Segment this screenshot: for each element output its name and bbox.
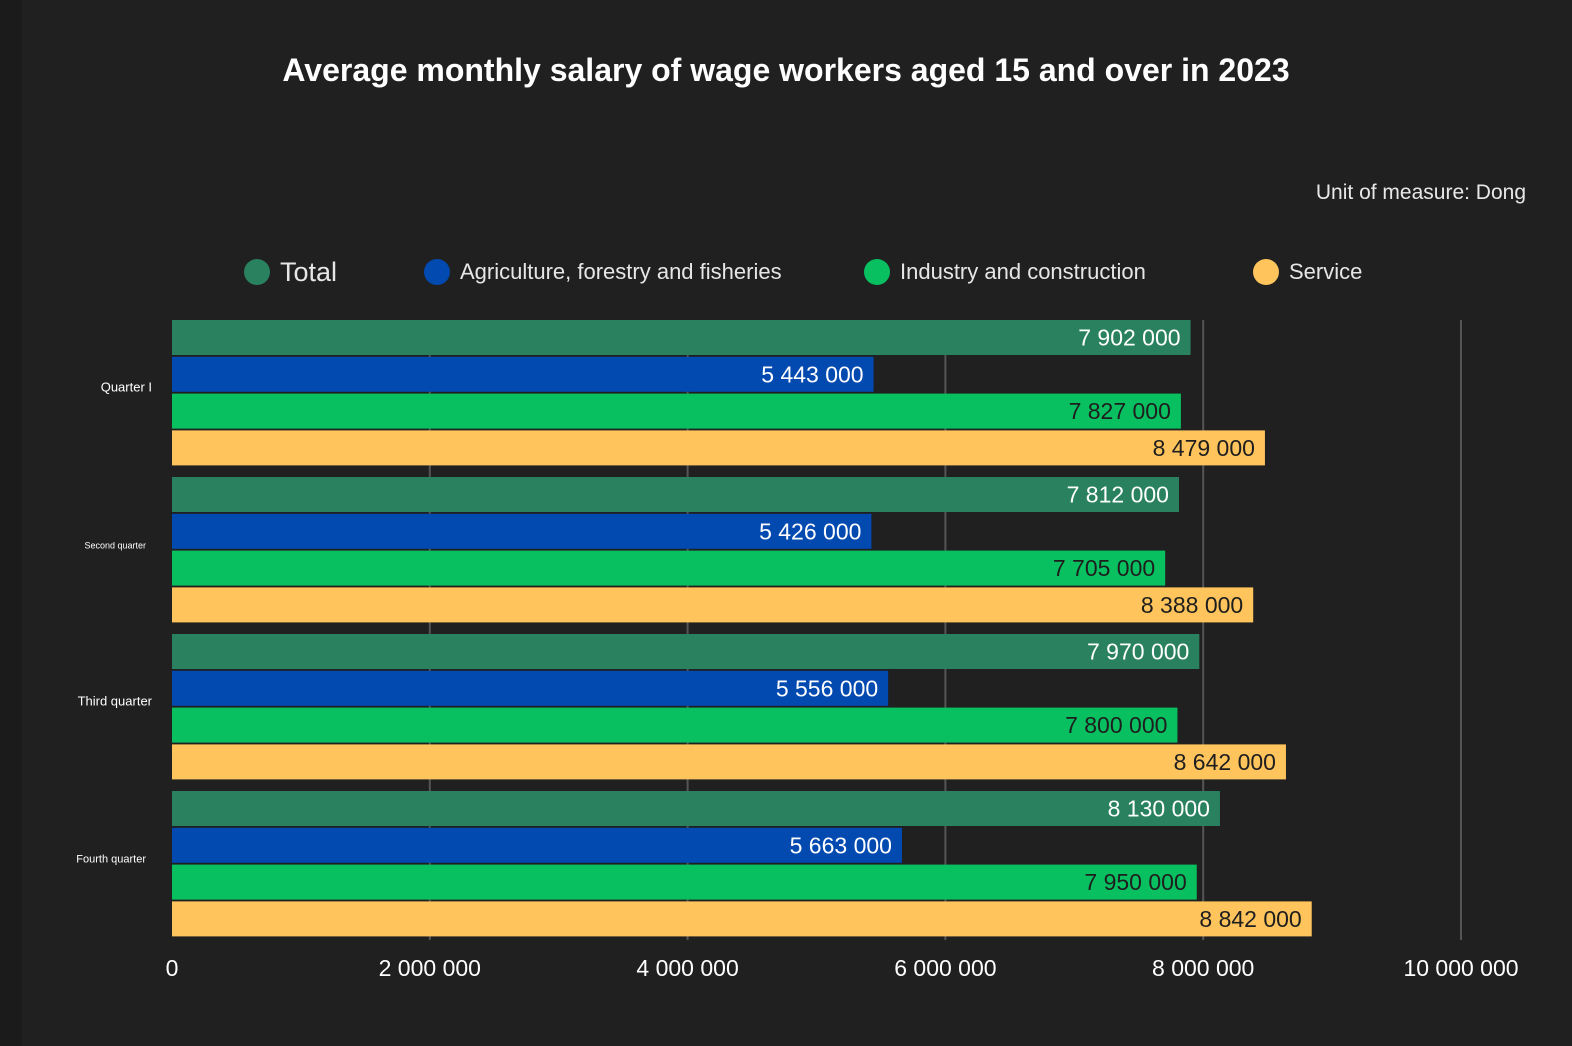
category-label-1: Second quarter bbox=[84, 541, 146, 551]
data-label-0-2: 7 970 000 bbox=[1087, 639, 1189, 665]
data-label-1-2: 5 556 000 bbox=[776, 675, 878, 701]
legend-dot-industry bbox=[864, 259, 890, 285]
data-label-3-1: 8 388 000 bbox=[1141, 592, 1243, 618]
bar-3-1 bbox=[172, 587, 1254, 623]
bar-2-3 bbox=[172, 864, 1197, 900]
data-label-3-2: 8 642 000 bbox=[1174, 749, 1276, 775]
x-tick-label-3: 6 000 000 bbox=[894, 955, 996, 981]
category-label-0: Quarter I bbox=[101, 380, 152, 395]
data-label-1-1: 5 426 000 bbox=[759, 518, 861, 544]
data-label-0-1: 7 812 000 bbox=[1067, 482, 1169, 508]
category-label-3: Fourth quarter bbox=[76, 854, 146, 866]
bar-2-0 bbox=[172, 393, 1181, 429]
bar-0-3 bbox=[172, 791, 1220, 826]
bar-0-2 bbox=[172, 634, 1200, 669]
data-label-1-3: 5 663 000 bbox=[790, 832, 892, 858]
legend-label-agriculture: Agriculture, forestry and fisheries bbox=[460, 259, 782, 284]
legend-dot-agriculture bbox=[424, 259, 450, 285]
bar-1-2 bbox=[172, 670, 889, 706]
chart-title: Average monthly salary of wage workers a… bbox=[282, 52, 1290, 88]
unit-note: Unit of measure: Dong bbox=[1315, 181, 1526, 204]
legend-item-agriculture: Agriculture, forestry and fisheries bbox=[424, 252, 782, 292]
data-label-3-0: 8 479 000 bbox=[1153, 435, 1255, 461]
x-tick-label-0: 0 bbox=[166, 955, 179, 981]
bar-3-2 bbox=[172, 744, 1286, 780]
bar-3-3 bbox=[172, 901, 1312, 937]
legend-item-industry: Industry and construction bbox=[864, 252, 1146, 292]
x-tick-label-5: 10 000 000 bbox=[1403, 955, 1518, 981]
legend-label-total: Total bbox=[280, 256, 338, 287]
bar-2-2 bbox=[172, 707, 1178, 743]
x-tick-label-1: 2 000 000 bbox=[379, 955, 481, 981]
data-label-2-3: 7 950 000 bbox=[1084, 869, 1186, 895]
legend-item-service: Service bbox=[1253, 252, 1362, 292]
data-label-2-0: 7 827 000 bbox=[1069, 398, 1171, 424]
category-label-2: Third quarter bbox=[78, 694, 153, 709]
legend-item-total: Total bbox=[244, 252, 337, 292]
bar-1-0 bbox=[172, 356, 874, 392]
bar-2-1 bbox=[172, 550, 1166, 586]
legend: Total Agriculture, forestry and fisherie… bbox=[0, 252, 1572, 292]
legend-dot-total bbox=[244, 259, 270, 285]
bar-0-1 bbox=[172, 477, 1179, 512]
data-label-1-0: 5 443 000 bbox=[761, 361, 863, 387]
data-label-0-0: 7 902 000 bbox=[1078, 325, 1180, 351]
data-label-3-3: 8 842 000 bbox=[1199, 906, 1301, 932]
data-label-2-2: 7 800 000 bbox=[1065, 712, 1167, 738]
bar-1-1 bbox=[172, 513, 872, 549]
x-tick-label-4: 8 000 000 bbox=[1152, 955, 1254, 981]
data-label-0-3: 8 130 000 bbox=[1108, 796, 1210, 822]
legend-dot-service bbox=[1253, 259, 1279, 285]
bar-1-3 bbox=[172, 827, 902, 863]
data-label-2-1: 7 705 000 bbox=[1053, 555, 1155, 581]
x-tick-label-2: 4 000 000 bbox=[636, 955, 738, 981]
legend-label-industry: Industry and construction bbox=[900, 259, 1146, 284]
legend-label-service: Service bbox=[1289, 259, 1363, 284]
bar-3-0 bbox=[172, 430, 1265, 466]
bar-0-0 bbox=[172, 320, 1191, 355]
